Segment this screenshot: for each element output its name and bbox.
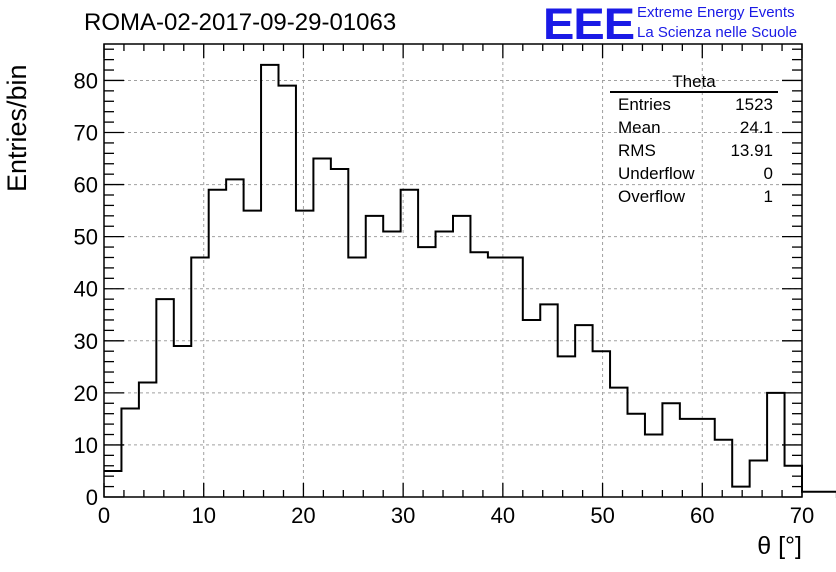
eee-logo: EEE	[543, 0, 635, 49]
chart-title: ROMA-02-2017-09-29-01063	[84, 9, 397, 36]
x-tick-label: 70	[790, 503, 814, 528]
stats-label: Underflow	[618, 164, 695, 183]
x-tick-label: 40	[491, 503, 515, 528]
x-tick-label: 60	[690, 503, 714, 528]
stats-title: Theta	[610, 72, 778, 93]
stats-row-entries: Entries 1523	[610, 93, 778, 116]
stats-label: Overflow	[618, 187, 686, 206]
stats-row-overflow: Overflow 1	[610, 185, 778, 208]
stats-value: 1	[763, 187, 773, 206]
logo-line-2: La Scienza nelle Scuole	[637, 24, 798, 41]
y-axis-label: Entries/bin	[2, 64, 32, 192]
x-tick-label: 10	[191, 503, 215, 528]
stats-label: Mean	[618, 118, 661, 137]
stats-value: 1523	[735, 95, 773, 114]
y-tick-label: 40	[74, 277, 98, 302]
stats-label: RMS	[618, 141, 656, 160]
y-tick-label: 50	[74, 225, 98, 250]
x-axis-label: θ [°]	[757, 532, 802, 560]
x-tick-label: 20	[291, 503, 315, 528]
logo-line-1: Extreme Energy Events	[637, 4, 795, 21]
y-tick-label: 80	[74, 68, 98, 93]
y-tick-label: 60	[74, 173, 98, 198]
stats-value: 0	[763, 164, 773, 183]
y-tick-label: 70	[74, 121, 98, 146]
stats-box: Theta Entries 1523 Mean 24.1 RMS 13.91 U…	[610, 72, 778, 208]
stats-row-mean: Mean 24.1	[610, 116, 778, 139]
logo-caption: Extreme Energy Events La Scienza nelle S…	[637, 3, 797, 43]
y-tick-label: 20	[74, 381, 98, 406]
stats-value: 24.1	[739, 118, 773, 137]
stats-row-underflow: Underflow 0	[610, 162, 778, 185]
stats-row-rms: RMS 13.91	[610, 139, 778, 162]
grid-lines	[104, 44, 802, 497]
y-tick-label: 0	[86, 485, 98, 510]
stats-label: Entries	[618, 95, 671, 114]
x-tick-label: 0	[98, 503, 110, 528]
histogram-line	[104, 63, 836, 498]
plot-frame	[103, 43, 803, 498]
stats-value: 13.91	[730, 141, 773, 160]
axis-ticks	[103, 44, 803, 498]
x-tick-label: 30	[391, 503, 415, 528]
x-tick-label: 50	[590, 503, 614, 528]
y-tick-label: 30	[74, 329, 98, 354]
y-tick-label: 10	[74, 433, 98, 458]
